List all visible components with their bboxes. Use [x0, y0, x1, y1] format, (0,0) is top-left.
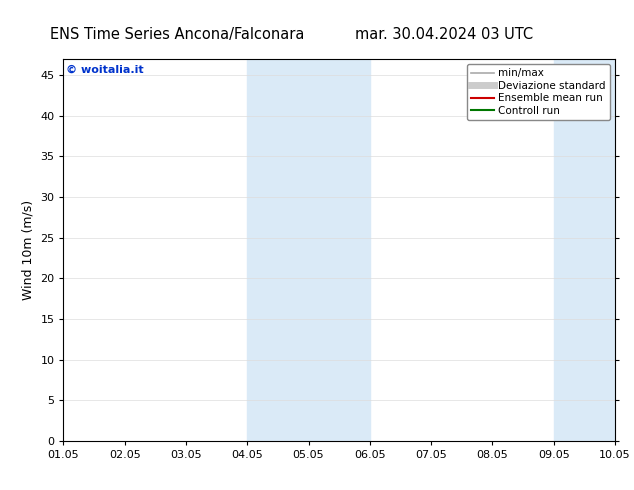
Legend: min/max, Deviazione standard, Ensemble mean run, Controll run: min/max, Deviazione standard, Ensemble m…: [467, 64, 610, 120]
Y-axis label: Wind 10m (m/s): Wind 10m (m/s): [22, 200, 35, 300]
Text: ENS Time Series Ancona/Falconara: ENS Time Series Ancona/Falconara: [50, 27, 305, 42]
Bar: [553, 59, 634, 441]
Text: © woitalia.it: © woitalia.it: [66, 65, 144, 74]
Text: mar. 30.04.2024 03 UTC: mar. 30.04.2024 03 UTC: [355, 27, 533, 42]
Bar: [247, 59, 370, 441]
